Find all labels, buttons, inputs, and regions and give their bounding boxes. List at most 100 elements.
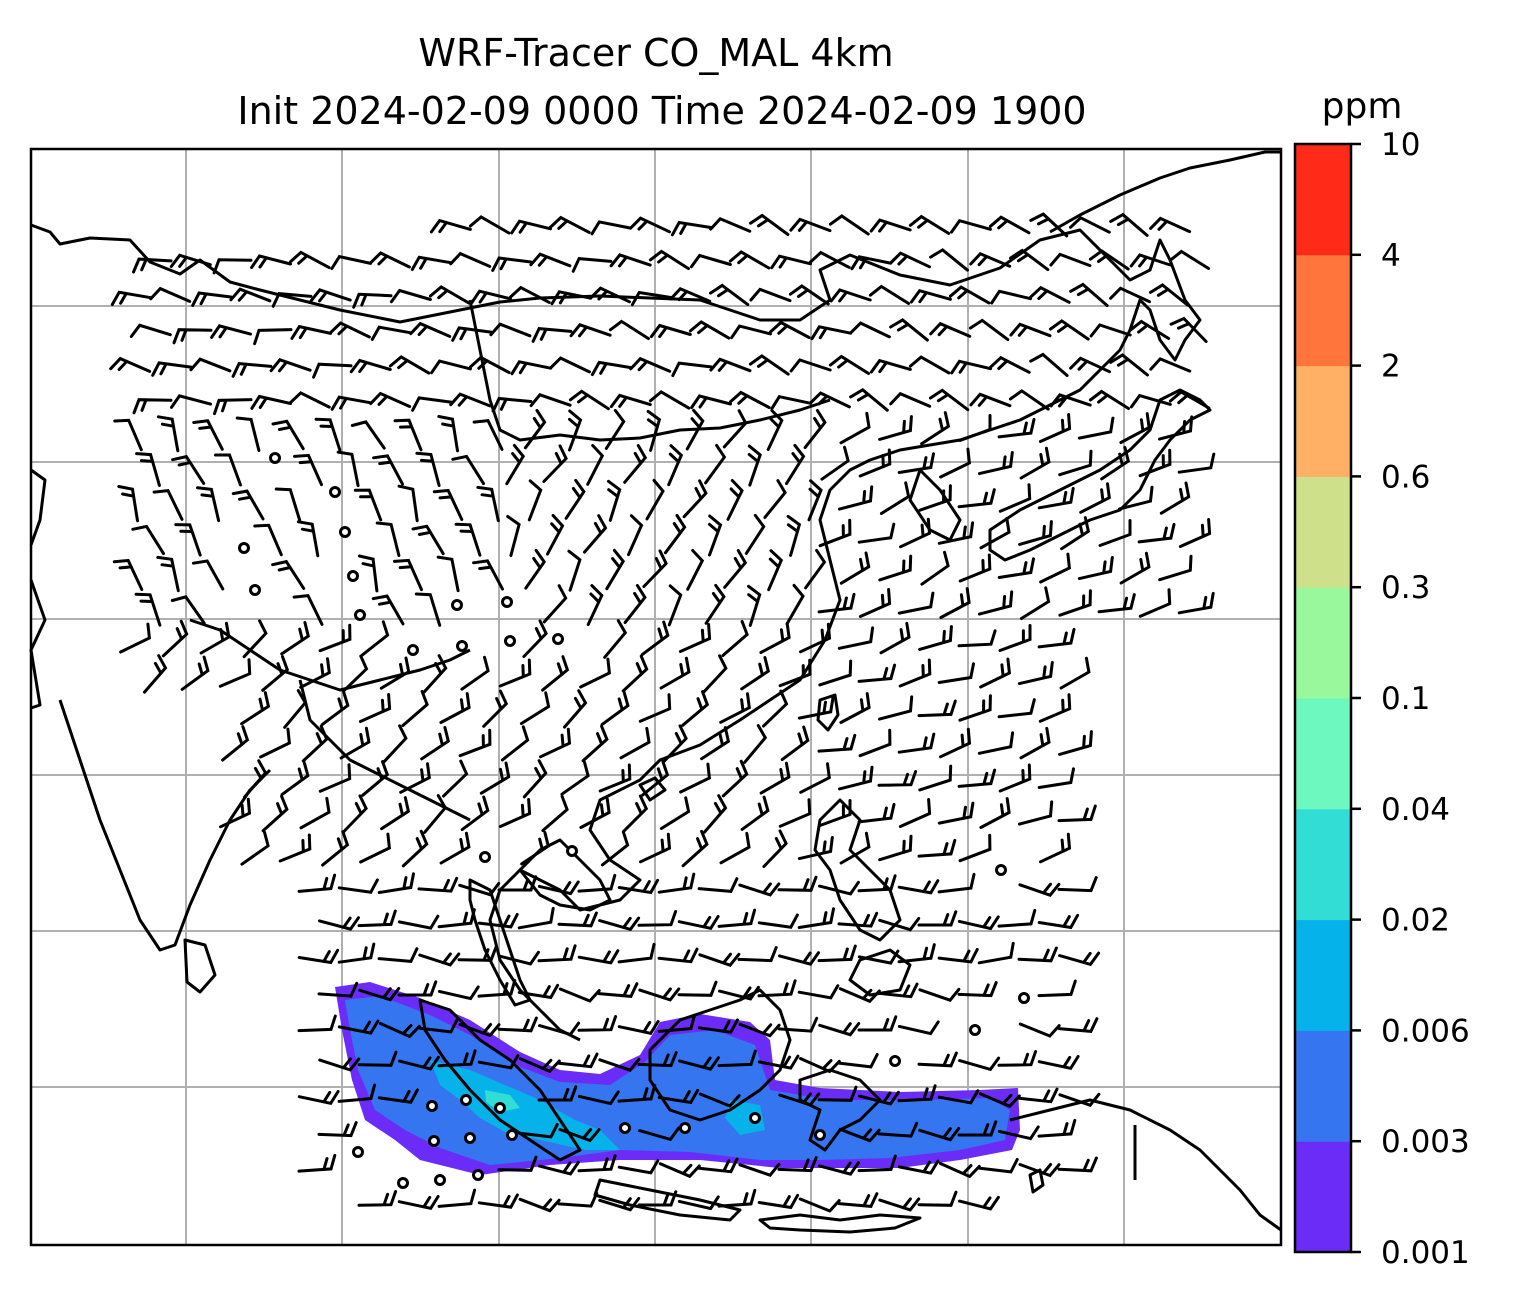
wind-barb bbox=[917, 910, 958, 927]
wind-barb bbox=[726, 479, 744, 521]
wind-barb bbox=[649, 323, 692, 339]
wind-barb bbox=[449, 392, 492, 408]
wind-barb bbox=[820, 445, 850, 481]
wind-barb bbox=[377, 1088, 419, 1104]
wind-barb bbox=[342, 654, 369, 693]
wind-barb bbox=[318, 763, 352, 793]
wind-barb bbox=[958, 1195, 1000, 1211]
wind-barb bbox=[607, 479, 622, 522]
wind-barb bbox=[909, 288, 952, 304]
wind-barb bbox=[458, 728, 492, 758]
wind-barb bbox=[401, 829, 429, 868]
wind-barb bbox=[623, 584, 647, 625]
wind-barb bbox=[648, 249, 690, 271]
wind-barb bbox=[1129, 393, 1172, 409]
wind-barb bbox=[519, 691, 551, 725]
wind-barb bbox=[837, 911, 879, 928]
wind-barb bbox=[789, 358, 832, 373]
wind-barb bbox=[119, 622, 152, 654]
wind-barb bbox=[567, 549, 582, 592]
wind-barb bbox=[169, 253, 212, 268]
wind-barb bbox=[697, 1157, 739, 1174]
calm-wind-circle bbox=[434, 1174, 446, 1186]
wind-barbs bbox=[109, 212, 1216, 1213]
wind-barb bbox=[957, 488, 996, 509]
wind-barb bbox=[498, 950, 540, 966]
wind-barb bbox=[799, 762, 831, 794]
wind-barb bbox=[537, 944, 577, 963]
wind-barb bbox=[289, 250, 331, 270]
wind-barb bbox=[989, 355, 1031, 374]
wind-barb bbox=[1177, 452, 1216, 474]
wind-barb bbox=[339, 726, 371, 760]
wind-barb bbox=[109, 356, 152, 373]
colorbar-tick-label: 0.006 bbox=[1381, 1013, 1470, 1049]
wind-barb bbox=[730, 324, 772, 340]
wind-barb bbox=[640, 620, 670, 657]
wind-barb bbox=[977, 941, 1015, 965]
wind-barb bbox=[449, 251, 492, 268]
wind-barb bbox=[837, 1192, 879, 1208]
wind-barb bbox=[920, 550, 950, 586]
wind-barb bbox=[231, 362, 273, 378]
coastline-java bbox=[593, 1178, 742, 1222]
wind-barb bbox=[737, 946, 778, 963]
wind-barb bbox=[898, 798, 932, 828]
wind-barb bbox=[837, 626, 875, 650]
wind-barb bbox=[337, 1083, 377, 1103]
wind-barb bbox=[583, 514, 608, 554]
wind-barb bbox=[529, 252, 572, 268]
wind-barb bbox=[1060, 516, 1091, 551]
wind-barb bbox=[1037, 767, 1075, 789]
wind-barb bbox=[423, 794, 448, 834]
wind-barb bbox=[569, 323, 612, 338]
colorbar-segment bbox=[1295, 698, 1351, 810]
wind-barb bbox=[789, 217, 832, 233]
wind-barb bbox=[458, 1023, 501, 1038]
wind-barb bbox=[541, 794, 569, 832]
calm-wind-circle bbox=[460, 1094, 472, 1106]
calm-wind-circle bbox=[456, 640, 468, 652]
wind-barb bbox=[703, 794, 728, 834]
colorbar-tick-label: 0.02 bbox=[1381, 903, 1450, 939]
wind-barb bbox=[609, 253, 652, 268]
wind-barb bbox=[1059, 656, 1091, 690]
wind-barb bbox=[350, 420, 386, 450]
wind-barb bbox=[1159, 481, 1191, 515]
wind-barb bbox=[156, 415, 180, 453]
coastline-china-east bbox=[1049, 150, 1281, 234]
wind-barb bbox=[577, 1090, 620, 1106]
wind-barb bbox=[839, 692, 871, 724]
coastline-malay-peninsula bbox=[468, 878, 532, 1007]
wind-barb bbox=[1129, 253, 1172, 268]
wind-barb bbox=[857, 522, 896, 544]
wind-barb bbox=[417, 876, 459, 893]
wind-barb bbox=[542, 444, 568, 483]
wind-barb bbox=[950, 359, 993, 375]
wind-barb bbox=[292, 593, 324, 626]
wind-barb bbox=[858, 1090, 900, 1106]
wind-barb bbox=[937, 521, 975, 545]
wind-barb bbox=[957, 981, 998, 998]
wind-barb bbox=[330, 395, 373, 411]
wind-barb bbox=[598, 916, 641, 932]
wind-barb bbox=[817, 1085, 858, 1102]
wind-barb bbox=[709, 357, 752, 373]
chart-title-line1: WRF-Tracer CO_MAL 4km bbox=[418, 31, 893, 75]
wind-barb bbox=[242, 619, 268, 659]
colorbar-segment bbox=[1295, 1030, 1351, 1142]
wind-barb bbox=[371, 594, 405, 626]
wind-barb bbox=[1149, 283, 1189, 307]
wind-barb bbox=[337, 878, 379, 894]
wind-barb bbox=[378, 1022, 421, 1039]
wind-barb bbox=[850, 255, 893, 271]
wind-barb bbox=[619, 726, 651, 760]
wind-barb bbox=[409, 321, 452, 338]
wind-barb bbox=[749, 287, 792, 303]
wind-barb bbox=[1018, 800, 1054, 826]
coastline-srilanka bbox=[183, 938, 217, 994]
wind-barb bbox=[472, 418, 504, 451]
wind-barb bbox=[629, 356, 672, 373]
wind-barb bbox=[778, 658, 812, 688]
wind-barb bbox=[586, 444, 605, 486]
